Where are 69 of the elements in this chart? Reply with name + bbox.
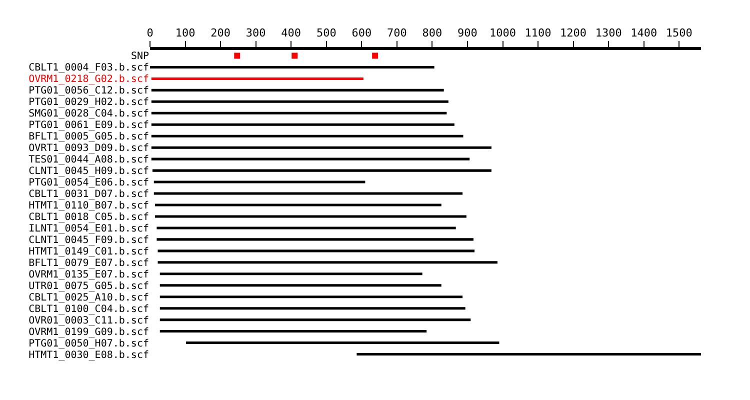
x-tick-label: 200	[210, 26, 230, 40]
y-tick-label: CLNT1_0045_F09.b.scf	[28, 234, 149, 246]
y-tick-label: TES01_0044_A08.b.scf	[28, 154, 149, 166]
y-tick-label: OVRM1_0199_G09.b.scf	[28, 326, 149, 338]
bar	[160, 318, 471, 322]
y-tick-label: ILNT1_0054_E01.b.scf	[28, 223, 149, 234]
y-tick-label: CLNT1_0045_H09.b.scf	[28, 166, 149, 178]
bar	[356, 353, 701, 356]
y-tick-label: BFLT1_0005_G05.b.scf	[28, 132, 149, 143]
y-tick-label: PTG01_0054_E06.b.scf	[28, 178, 149, 189]
y-tick-label: CBLT1_0100_C04.b.scf	[28, 304, 149, 315]
x-tick-label: 800	[422, 26, 442, 40]
bar	[160, 272, 422, 276]
bar	[154, 204, 442, 206]
bar	[151, 100, 448, 103]
bar	[151, 123, 454, 126]
y-tick-label: HTMT1_0149_C01.b.scf	[28, 246, 149, 258]
bar	[160, 284, 442, 287]
x-tick-label: 700	[386, 26, 407, 40]
y-tick-label: BFLT1_0079_E07.b.scf	[28, 258, 149, 269]
bar	[158, 261, 498, 264]
bar	[186, 342, 500, 344]
bar	[160, 307, 466, 310]
bar	[154, 215, 466, 218]
y-tick-label: OVRT1_0093_D09.b.scf	[28, 143, 149, 154]
x-tick-label: 1300	[595, 26, 622, 40]
x-tick-label: 500	[316, 26, 336, 40]
y-tick-label: SMG01_0028_C04.b.scf	[28, 108, 149, 120]
y-tick-label: CBLT1_0018_C05.b.scf	[28, 212, 149, 223]
bar	[158, 250, 475, 252]
y-tick-label: CBLT1_0025_A10.b.scf	[28, 292, 149, 304]
y-tick-label: HTMT1_0030_E08.b.scf	[28, 350, 149, 361]
bar	[151, 112, 447, 114]
x-tick-label: 600	[352, 26, 372, 40]
x-tick-label: 300	[246, 26, 266, 40]
bar	[150, 66, 434, 68]
x-tick-label: 1100	[524, 26, 552, 40]
x-tick-label: 1200	[560, 26, 587, 40]
x-tick-label: 1500	[666, 26, 692, 40]
y-tick-label: CBLT1_0031_D07.b.scf	[28, 189, 149, 200]
bar	[160, 330, 427, 333]
x-tick-label: 1400	[630, 26, 658, 40]
bar	[151, 134, 464, 138]
y-tick-label: CBLT1_0004_F03.b.scf	[28, 62, 149, 74]
x-tick-label: 900	[458, 26, 478, 40]
y-tick-label: OVR01_0003_C11.b.scf	[28, 315, 149, 326]
y-tick-label: HTMT1_0110_B07.b.scf	[28, 200, 149, 212]
bar	[156, 226, 456, 230]
y-tick-label: SNP	[130, 51, 149, 62]
bar	[152, 169, 492, 172]
bar	[154, 180, 366, 184]
y-tick-label: PTG01_0061_E09.b.scf	[28, 120, 149, 132]
y-tick-label: OVRM1_0135_E07.b.scf	[28, 269, 149, 280]
y-tick-label: OVRM1_0218_G02.b.scf	[28, 74, 149, 86]
bar	[154, 192, 463, 195]
bar	[151, 77, 364, 80]
x-tick-label: 1000	[490, 26, 516, 40]
y-tick-label: UTR01_0075_G05.b.scf	[28, 280, 149, 292]
y-tick-label: PTG01_0050_H07.b.scf	[28, 338, 149, 350]
x-tick-label: 100	[175, 26, 196, 40]
bar	[156, 238, 474, 241]
bar	[160, 296, 463, 298]
y-tick-label: PTG01_0029_H02.b.scf	[28, 97, 149, 108]
bar	[151, 88, 444, 92]
x-tick-label: 0	[146, 26, 154, 40]
y-tick-label: PTG01_0056_C12.b.scf	[28, 86, 149, 97]
bar	[151, 158, 470, 160]
x-tick-label: 400	[281, 26, 302, 40]
bar	[151, 146, 492, 149]
